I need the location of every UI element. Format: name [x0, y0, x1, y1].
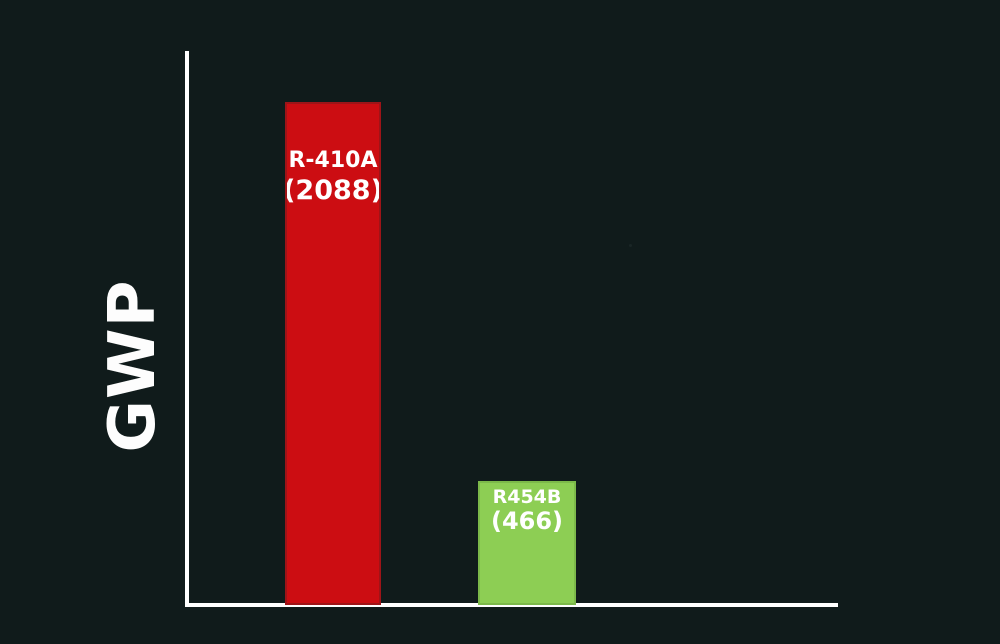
bar-r454b: R454B (466) [478, 481, 576, 605]
y-axis-title: GWP [96, 279, 170, 453]
bar-label-name-r454b: R454B [492, 486, 562, 508]
x-axis-line [185, 603, 838, 607]
bar-label-value-r454b: (466) [490, 506, 564, 535]
image-artifact-speck [629, 244, 632, 247]
bar-label-name-r410a: R-410A [288, 148, 378, 173]
bar-label-value-r410a: (2088) [285, 174, 381, 206]
bar-r410a: R-410A (2088) [285, 102, 381, 605]
y-axis-line [185, 51, 189, 607]
